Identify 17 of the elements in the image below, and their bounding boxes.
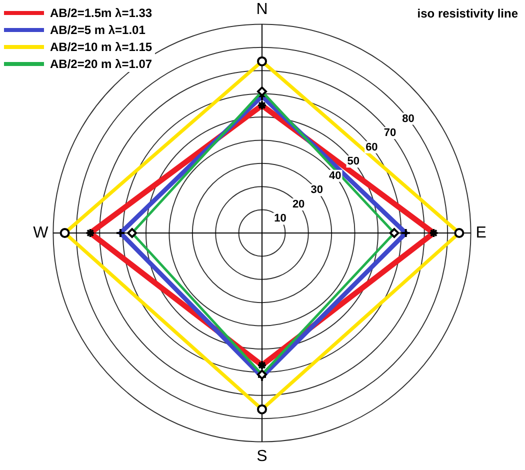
y-tick-label: 30 [310,184,323,196]
y-tick-label: 70 [384,127,396,140]
legend-label: AB/2=10 m λ=1.15 [50,40,152,54]
spoke-label: N [256,1,268,18]
y-tick-label: 80 [402,112,414,125]
y-tick-label: 50 [347,156,360,168]
legend-label: AB/2=20 m λ=1.07 [50,56,152,70]
y-tick-label: 60 [366,141,378,154]
spoke-label: E [476,224,486,242]
text: iso resistivity line [417,6,518,20]
y-tick-label: 40 [329,170,342,182]
legend-label: AB/2=1.5m λ=1.33 [50,6,152,20]
y-tick-label: 10 [274,212,286,225]
spoke-label: S [256,448,268,465]
y-tick-label: 20 [292,198,305,210]
spoke-label: W [33,224,50,242]
legend-label: AB/2=5 m λ=1.01 [50,22,146,36]
